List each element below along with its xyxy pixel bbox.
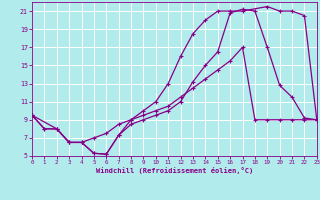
X-axis label: Windchill (Refroidissement éolien,°C): Windchill (Refroidissement éolien,°C) xyxy=(96,167,253,174)
